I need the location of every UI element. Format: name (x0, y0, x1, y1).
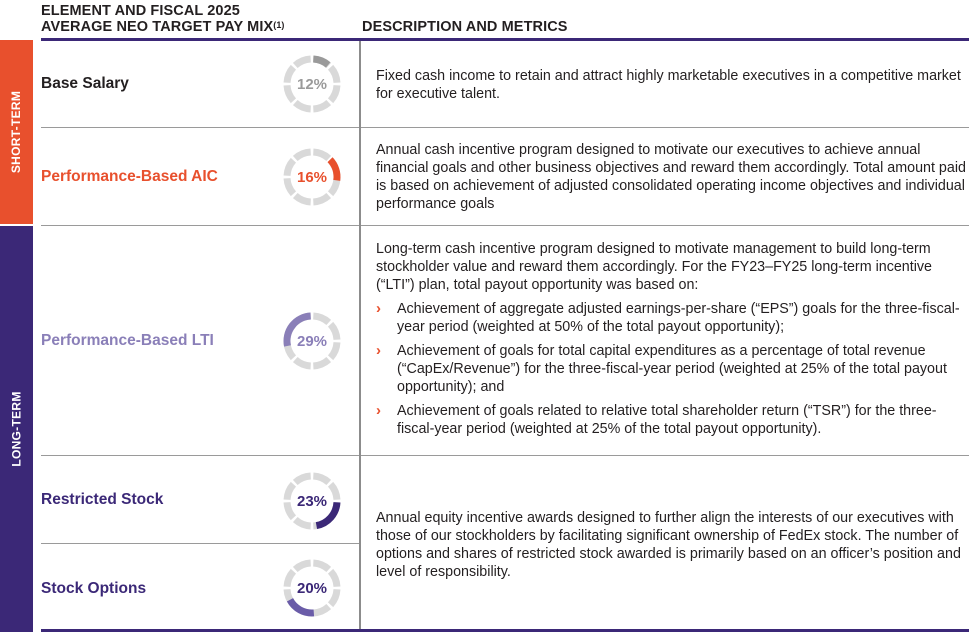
row-label-performance-based-aic: Performance-Based AIC (41, 168, 218, 185)
row-divider (41, 543, 359, 544)
donut-track-segment (312, 356, 332, 370)
description-equity-awards: Annual equity incentive awards designed … (376, 510, 961, 580)
pay-mix-percent: 20% (296, 579, 328, 597)
list-item: › Achievement of goals for total capital … (376, 342, 966, 396)
donut-track-segment (292, 472, 312, 486)
donut-track-segment (283, 84, 297, 104)
chevron-right-icon: › (376, 342, 381, 359)
donut-track-segment (292, 356, 312, 370)
donut-chart (283, 559, 341, 617)
donut-track-segment (312, 148, 332, 162)
list-item: › Achievement of goals related to relativ… (376, 402, 966, 438)
donut-track-segment (292, 192, 312, 206)
donut-value-arc (286, 597, 315, 617)
donut-value-arc (312, 55, 331, 68)
donut-track-segment (327, 588, 341, 608)
column-header-element-line2: AVERAGE NEO TARGET PAY MIX(1) (41, 19, 285, 35)
row-divider (361, 455, 969, 456)
pay-mix-donut-performance-based-lti: 29% (281, 310, 343, 372)
row-divider (41, 225, 359, 226)
pay-mix-percent: 12% (296, 75, 328, 93)
donut-value-arc (327, 157, 341, 181)
donut-track-segment (292, 55, 312, 69)
donut-track-segment (283, 481, 297, 501)
list-item: › Achievement of aggregate adjusted earni… (376, 300, 966, 336)
donut-track-segment (283, 177, 297, 197)
donut-track-segment (292, 559, 312, 573)
donut-track-segment (292, 148, 312, 162)
column-header-element-line2-text: AVERAGE NEO TARGET PAY MIX (41, 19, 274, 35)
pay-mix-donut-performance-based-aic: 16% (281, 146, 343, 208)
donut-track-segment (312, 603, 332, 617)
list-item-text: Achievement of goals for total capital e… (397, 343, 947, 395)
donut-track-segment (292, 99, 312, 113)
donut-track-segment (283, 568, 297, 588)
donut-track-segment (312, 312, 332, 326)
row-divider (361, 127, 969, 128)
donut-track-segment (312, 472, 332, 486)
long-term-label: LONG-TERM (9, 391, 24, 467)
short-term-label: SHORT-TERM (9, 90, 24, 174)
row-divider (41, 455, 359, 456)
column-header-element-line1: ELEMENT AND FISCAL 2025 (41, 3, 240, 19)
pay-mix-donut-restricted-stock: 23% (281, 470, 343, 532)
pay-mix-donut-base-salary: 12% (281, 53, 343, 115)
column-divider (359, 41, 361, 629)
donut-value-arc (283, 312, 312, 347)
description-lti-intro: Long-term cash incentive program designe… (376, 241, 933, 293)
list-item-text: Achievement of aggregate adjusted earnin… (397, 301, 960, 335)
donut-track-segment (327, 568, 341, 588)
pay-mix-donut-stock-options: 20% (281, 557, 343, 619)
list-item-text: Achievement of goals related to relative… (397, 403, 937, 437)
column-header-description: DESCRIPTION AND METRICS (362, 19, 568, 35)
row-label-stock-options: Stock Options (41, 580, 147, 597)
table-bottom-border (41, 629, 969, 632)
donut-track-segment (327, 481, 341, 501)
donut-track-segment (327, 84, 341, 104)
chevron-right-icon: › (376, 300, 381, 317)
donut-track-segment (327, 321, 341, 341)
row-divider (41, 127, 359, 128)
chevron-right-icon: › (376, 402, 381, 419)
pay-mix-percent: 16% (296, 168, 328, 186)
description-performance-based-lti: Long-term cash incentive program designe… (376, 240, 966, 438)
row-divider (361, 225, 969, 226)
donut-chart (283, 55, 341, 113)
donut-track-segment (283, 157, 297, 177)
pay-mix-percent: 29% (296, 332, 328, 350)
row-label-base-salary: Base Salary (41, 75, 129, 92)
description-performance-based-aic: Annual cash incentive program designed t… (376, 142, 966, 212)
pay-mix-percent: 23% (296, 492, 328, 510)
donut-track-segment (312, 99, 332, 113)
donut-chart (283, 312, 341, 370)
donut-chart (283, 472, 341, 530)
description-base-salary: Fixed cash income to retain and attract … (376, 68, 961, 102)
donut-track-segment (312, 192, 332, 206)
donut-track-segment (292, 516, 312, 530)
donut-track-segment (283, 64, 297, 84)
donut-chart (283, 148, 341, 206)
donut-value-arc (315, 501, 341, 530)
row-label-performance-based-lti: Performance-Based LTI (41, 332, 214, 349)
lti-metrics-list: › Achievement of aggregate adjusted earni… (376, 300, 966, 438)
row-label-restricted-stock: Restricted Stock (41, 491, 164, 508)
header-divider (41, 38, 969, 41)
donut-track-segment (312, 559, 332, 573)
column-header-element: ELEMENT AND FISCAL 2025 AVERAGE NEO TARG… (41, 3, 285, 35)
donut-track-segment (283, 501, 297, 521)
donut-track-segment (327, 64, 341, 84)
donut-track-segment (327, 341, 341, 361)
footnote-marker: (1) (273, 20, 285, 30)
short-term-band: SHORT-TERM (0, 40, 33, 224)
long-term-band: LONG-TERM (0, 226, 33, 632)
